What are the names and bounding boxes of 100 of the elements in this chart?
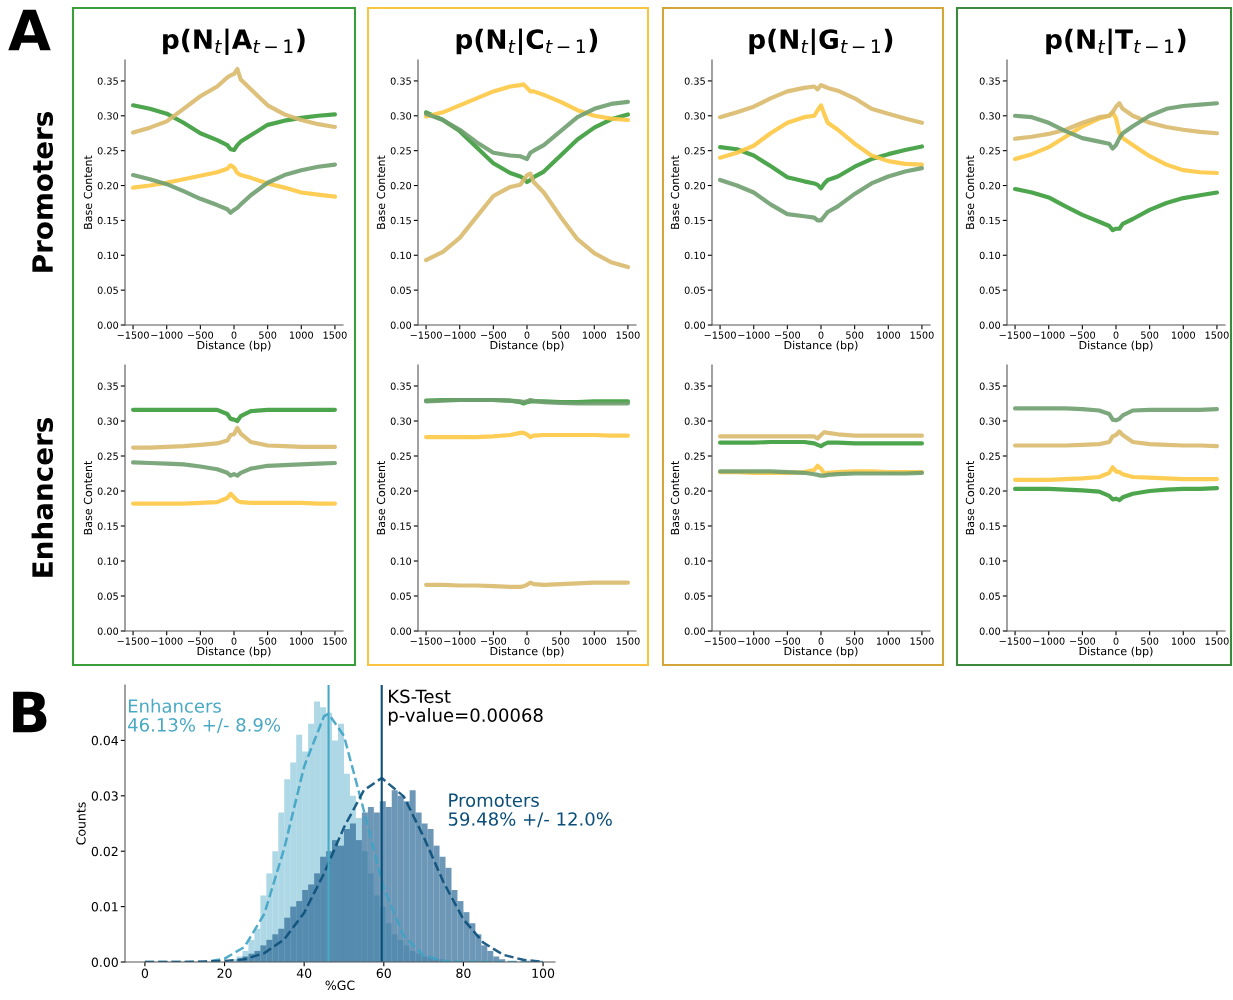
x-tick-label: 1000 [1171, 637, 1196, 645]
x-tick-label: −1500 [410, 331, 442, 339]
x-tick-label: 500 [259, 331, 277, 339]
y-axis-title: Base Content [670, 155, 680, 229]
y-tick-label: 0.05 [97, 286, 118, 294]
y-tick-label: 0.04 [91, 735, 119, 746]
y-tick-label: 0.30 [979, 112, 1001, 120]
x-tick-label: 20 [217, 968, 232, 978]
y-tick-label: 0.00 [97, 321, 119, 329]
x-tick-label: 0 [524, 637, 530, 645]
y-tick-label: 0.30 [979, 417, 1001, 425]
x-tick-label: 1500 [1205, 331, 1229, 339]
y-tick-label: 0.35 [979, 77, 1000, 85]
x-tick-label: 40 [296, 968, 312, 978]
x-tick-label: −1000 [151, 331, 183, 339]
x-tick-label: −1500 [117, 637, 149, 645]
x-tick-label: −1500 [999, 637, 1031, 645]
x-tick-label: 0 [1113, 637, 1119, 645]
x-tick-label: 1500 [616, 331, 640, 339]
x-axis-title: Distance (bp) [1079, 646, 1153, 658]
y-tick-label: 0.35 [97, 77, 118, 85]
x-axis-title: Distance (bp) [784, 646, 858, 658]
x-tick-label: 500 [846, 637, 864, 645]
y-tick-label: 0.10 [979, 557, 1001, 565]
x-tick-label: −1500 [117, 331, 149, 339]
x-tick-label: −500 [188, 637, 214, 645]
x-tick-label: 0 [524, 331, 530, 339]
y-tick-label: 0.25 [390, 452, 411, 460]
x-tick-label: −1500 [999, 331, 1031, 339]
y-tick-label: 0.25 [390, 147, 411, 155]
y-tick-label: 0.10 [684, 251, 706, 260]
x-tick-label: −500 [775, 331, 801, 339]
x-tick-label: 1500 [1205, 637, 1229, 645]
y-tick-label: 0.35 [390, 77, 411, 85]
x-axis-title: Distance (bp) [1079, 340, 1153, 352]
x-tick-label: −1000 [738, 331, 770, 339]
y-tick-label: 0.00 [979, 627, 1001, 635]
x-tick-label: 500 [1141, 331, 1159, 339]
chart-title: p(N$_{t}$|G$_{t−1}$) [749, 28, 893, 55]
y-tick-label: 0.20 [684, 487, 706, 495]
y-tick-label: 0.15 [979, 216, 1000, 225]
annotation: Enhancers 46.13% +/- 8.9% [128, 698, 281, 734]
y-axis-title: Counts [76, 802, 86, 845]
y-tick-label: 0.20 [390, 487, 412, 495]
x-axis-title: Distance (bp) [197, 340, 271, 352]
y-tick-label: 0.35 [979, 382, 1000, 390]
y-tick-label: 0.35 [684, 382, 705, 390]
x-tick-label: −1000 [1033, 331, 1065, 339]
x-tick-label: −1000 [444, 331, 476, 339]
y-axis-title: Base Content [83, 155, 93, 229]
x-tick-label: −1000 [151, 637, 183, 645]
x-tick-label: 1500 [910, 637, 934, 645]
chart-title: p(N$_{t}$|A$_{t−1}$) [163, 28, 305, 55]
x-tick-label: 80 [456, 968, 471, 978]
x-tick-label: −500 [481, 637, 507, 645]
y-tick-label: 0.35 [97, 382, 118, 390]
y-tick-label: 0.20 [97, 182, 119, 190]
x-tick-label: 1000 [289, 331, 314, 339]
x-tick-label: 0 [231, 637, 237, 645]
x-tick-label: −1500 [704, 331, 736, 339]
y-tick-label: 0.05 [97, 592, 118, 600]
x-tick-label: 1000 [582, 637, 607, 645]
y-tick-label: 0.00 [684, 321, 706, 329]
y-tick-label: 0.20 [97, 487, 119, 495]
y-tick-label: 0.25 [979, 147, 1000, 155]
y-tick-label: 0.10 [390, 557, 412, 565]
y-tick-label: 0.30 [684, 112, 706, 120]
y-tick-label: 0.03 [91, 791, 118, 801]
y-axis-title: Base Content [83, 460, 93, 535]
text: A [8, 9, 51, 51]
y-axis-title: Base Content [965, 460, 975, 535]
annotation: KS-Test p-value=0.00068 [388, 689, 543, 726]
y-axis-title: Base Content [376, 460, 386, 535]
y-tick-label: 0.20 [979, 487, 1001, 495]
x-tick-label: 1500 [323, 331, 347, 339]
x-tick-label: 0 [818, 637, 824, 645]
y-tick-label: 0.15 [390, 522, 411, 530]
x-tick-label: 1000 [1171, 331, 1196, 339]
x-tick-label: 1000 [582, 331, 607, 339]
y-tick-label: 0.35 [390, 382, 411, 390]
y-tick-label: 0.30 [390, 417, 412, 425]
y-tick-label: 0.15 [684, 522, 705, 530]
chart-title: p(N$_{t}$|C$_{t−1}$) [456, 28, 598, 55]
x-tick-label: 500 [846, 331, 864, 339]
x-tick-label: 500 [1141, 637, 1159, 645]
x-tick-label: −1000 [444, 637, 476, 645]
y-tick-label: 0.00 [684, 627, 706, 635]
y-tick-label: 0.01 [91, 902, 118, 912]
y-tick-label: 0.05 [979, 592, 1000, 600]
x-tick-label: 1000 [876, 637, 901, 645]
y-tick-label: 0.30 [390, 112, 412, 120]
x-axis-title: %GC [325, 980, 355, 991]
x-tick-label: 500 [259, 637, 277, 645]
y-tick-label: 0.15 [97, 522, 118, 530]
y-tick-label: 0.00 [390, 627, 412, 635]
x-tick-label: −500 [188, 331, 214, 339]
x-tick-label: −1000 [738, 637, 770, 645]
y-tick-label: 0.30 [97, 112, 119, 120]
y-tick-label: 0.35 [684, 77, 705, 85]
x-tick-label: 1000 [876, 331, 901, 339]
